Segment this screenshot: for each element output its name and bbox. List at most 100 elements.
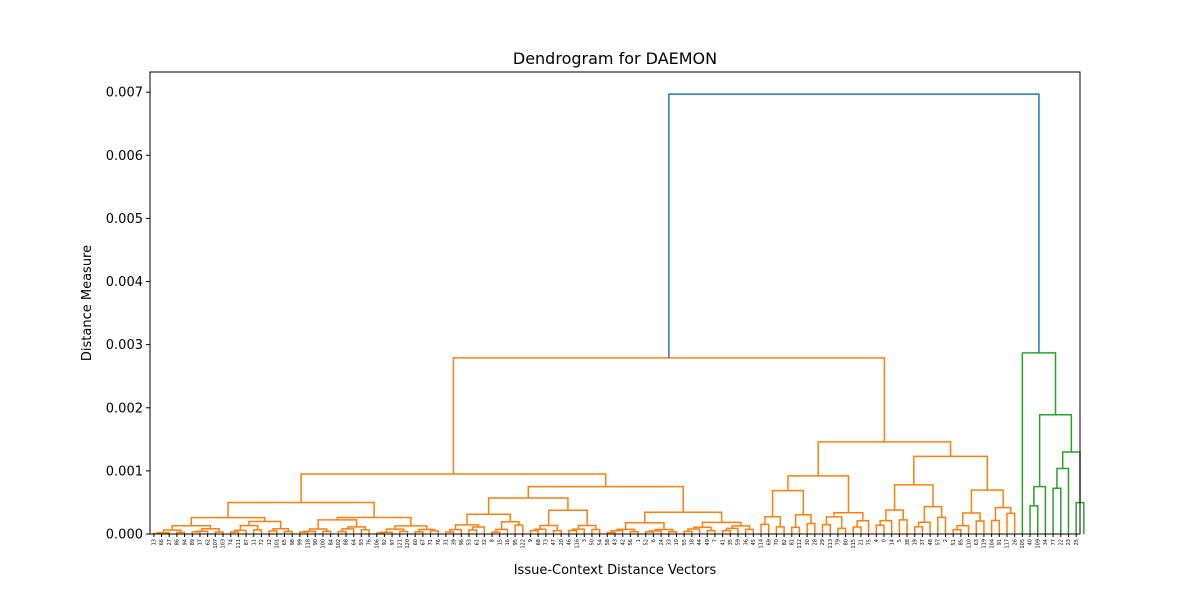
dendrogram-link-104 [963,513,980,526]
leaf-label-71: 44 [697,539,703,545]
leaf-label-102: 57 [936,539,942,545]
leaf-label-88: 113 [828,539,834,549]
dendrogram-link-91 [788,476,849,513]
dendrogram-link-86 [838,528,846,534]
x-axis-label: Issue-Context Distance Vectors [514,563,717,578]
dendrogram-link-99 [924,507,941,523]
leaf-label-26: 64 [351,539,357,545]
leaf-label-90: 80 [843,539,849,545]
leaf-label-35: 67 [421,539,427,545]
leaf-label-22: 100 [321,539,327,549]
dendrogram-link-93 [880,521,892,534]
leaf-label-8: 107 [213,539,219,549]
dendrogram-link-55 [549,510,587,525]
leaf-label-52: 47 [551,539,557,545]
leaf-label-78: 45 [751,539,757,545]
leaf-label-13: 11 [251,539,257,545]
leaf-label-24: 102 [336,539,342,549]
leaf-label-46: 16 [505,539,511,545]
leaf-label-10: 74 [228,539,234,545]
y-tick-label-6: 0.006 [106,149,143,164]
leaf-label-116: 34 [1043,539,1049,545]
leaf-label-91: 115 [851,539,857,549]
dendrogram-link-53 [592,530,600,534]
leaf-label-28: 76 [367,539,373,545]
dendrogram-link-24 [361,530,369,534]
leaf-label-60: 43 [613,539,619,545]
dendrogram-link-105 [992,520,1000,534]
leaf-label-118: 22 [1058,539,1064,545]
leaf-label-54: 46 [567,539,573,545]
leaf-label-16: 101 [275,539,281,549]
leaf-label-95: 0 [882,539,888,542]
leaf-label-39: 39 [451,539,457,545]
leaf-label-81: 70 [774,539,780,545]
leaf-label-86: 28 [813,539,819,545]
leaf-label-3: 86 [175,539,181,545]
dendrogram-link-47 [530,531,538,534]
leaf-label-0: 13 [152,539,158,545]
leaf-label-37: 76 [436,539,442,545]
leaf-label-57: 50 [590,539,596,545]
leaf-label-23: 84 [328,539,334,545]
y-tick-label-0: 0.000 [106,528,143,543]
dendrogram-link-112 [1030,506,1038,534]
dendrogram-link-39 [469,530,477,534]
leaf-label-109: 104 [989,539,995,549]
leaf-label-62: 56 [628,539,634,545]
leaf-label-80: 69 [766,539,772,545]
leaf-label-59: 58 [605,539,611,545]
leaf-label-30: 92 [382,539,388,545]
leaf-label-17: 65 [282,539,288,545]
leaf-label-19: 99 [298,539,304,545]
leaf-label-84: 112 [797,539,803,549]
leaf-label-70: 18 [690,539,696,545]
leaf-label-113: 105 [1020,539,1026,549]
leaf-label-77: 36 [743,539,749,545]
dendrogram-link-98 [938,517,946,534]
leaf-label-34: 60 [413,539,419,545]
leaf-label-33: 120 [405,539,411,549]
dendrogram-link-78 [761,524,769,534]
y-tick-label-5: 0.005 [106,212,143,227]
chart-title: Dendrogram for DAEMON [513,49,717,68]
leaf-label-31: 97 [390,539,396,545]
leaf-label-38: 31 [444,539,450,545]
dendrogram-link-84 [773,491,804,517]
leaf-label-2: 27 [167,539,173,545]
leaf-label-101: 48 [928,539,934,545]
leaf-label-1: 66 [159,539,165,545]
leaf-label-53: 20 [559,539,565,545]
leaf-label-72: 49 [705,539,711,545]
leaf-label-92: 21 [859,539,865,545]
leaf-label-9: 103 [221,539,227,549]
leaf-label-21: 90 [313,539,319,545]
leaf-label-85: 30 [805,539,811,545]
leaf-label-47: 95 [513,539,519,545]
dendrogram-link-117 [1063,452,1080,503]
leaf-label-63: 1 [636,539,642,542]
y-tick-label-3: 0.003 [106,338,143,353]
leaf-label-50: 68 [536,539,542,545]
dendrogram-link-56 [489,498,568,514]
leaf-label-51: 73 [544,539,550,545]
dendrogram-link-94 [899,520,907,534]
dendrogram-link-51 [569,530,577,534]
leaf-label-106: 110 [966,539,972,549]
dendrogram-link-87 [826,517,841,528]
leaf-label-96: 14 [889,539,895,545]
dendrogram-link-115 [1057,469,1069,534]
dendrogram-link-96 [915,527,923,534]
dendrogram-link-80 [765,517,780,527]
y-tick-label-1: 0.001 [106,464,143,479]
y-axis-label: Distance Measure [80,245,95,361]
dendrogram-link-35 [337,517,410,525]
leaf-label-100: 37 [920,539,926,545]
dendrogram-link-76 [528,487,683,513]
leaf-label-69: 55 [682,539,688,545]
dendrogram-link-83 [796,515,811,528]
leaf-label-108: 119 [982,539,988,549]
leaf-label-41: 53 [467,539,473,545]
